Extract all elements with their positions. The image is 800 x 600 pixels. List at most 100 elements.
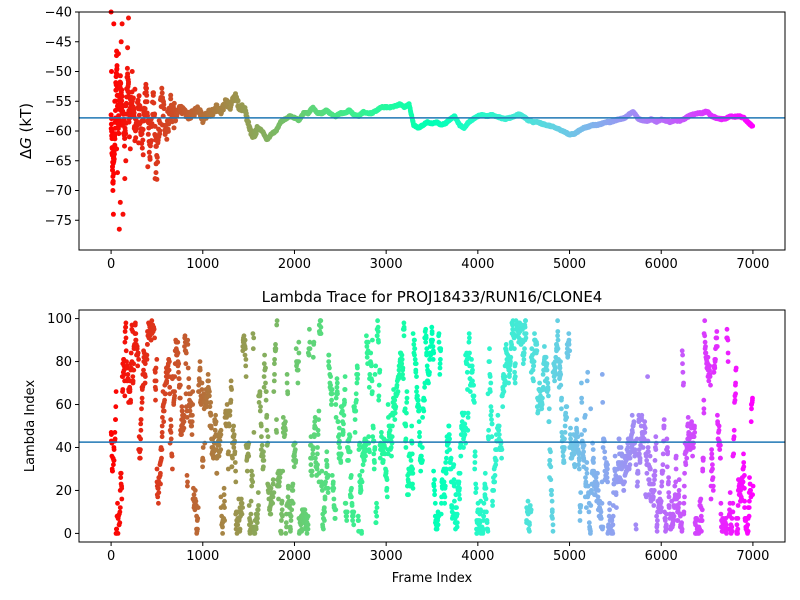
lambda-trace-point bbox=[745, 528, 751, 534]
lambda-trace-point bbox=[118, 475, 124, 480]
lambda-trace-point bbox=[725, 337, 731, 343]
lambda-trace-point bbox=[343, 500, 349, 506]
lambda-trace-point bbox=[374, 500, 379, 506]
lambda-trace-point bbox=[750, 492, 755, 498]
lambda-trace-point bbox=[412, 346, 418, 352]
lambda-trace-point bbox=[154, 466, 160, 472]
free-energy-point bbox=[123, 158, 129, 164]
free-energy-point bbox=[145, 113, 150, 119]
free-energy-point bbox=[115, 170, 120, 176]
lambda-trace-point bbox=[158, 481, 163, 487]
lambda-trace-point bbox=[472, 466, 478, 472]
lambda-trace-point bbox=[225, 466, 231, 472]
lambda-trace-point bbox=[379, 430, 384, 435]
lambda-trace-point bbox=[293, 346, 299, 352]
lambda-trace-point bbox=[222, 498, 227, 504]
lambda-trace-point bbox=[712, 365, 718, 371]
lambda-trace-point bbox=[727, 490, 733, 495]
lambda-trace-point bbox=[138, 447, 143, 452]
lambda-trace-point bbox=[313, 455, 318, 461]
free-energy-x-ticks: 0 1000 2000 3000 4000 5000 6000 7000 bbox=[107, 250, 769, 272]
lambda-trace-point bbox=[255, 507, 261, 513]
lambda-trace-point bbox=[699, 518, 705, 523]
lambda-trace-point bbox=[659, 505, 664, 510]
lambda-trace-point bbox=[698, 513, 704, 519]
lambda-trace-point bbox=[571, 451, 577, 457]
lambda-trace-point bbox=[585, 369, 591, 375]
lambda-trace-point bbox=[709, 447, 714, 452]
lambda-trace-point bbox=[239, 511, 245, 517]
lambda-trace-point bbox=[113, 404, 119, 410]
lambda-trace-point bbox=[470, 367, 475, 373]
free-energy-y-tick-label: −40 bbox=[45, 6, 72, 21]
free-energy-point bbox=[119, 87, 125, 93]
lambda-trace-point bbox=[374, 505, 380, 510]
lambda-trace-point bbox=[335, 419, 341, 425]
lambda-trace-point bbox=[288, 518, 294, 523]
lambda-trace-point bbox=[154, 357, 160, 362]
lambda-trace-point bbox=[443, 460, 449, 465]
lambda-trace-point bbox=[328, 374, 333, 379]
lambda-trace-point bbox=[255, 511, 260, 517]
lambda-trace-point bbox=[243, 374, 249, 379]
lambda-trace-point bbox=[614, 505, 619, 510]
lambda-trace-point bbox=[337, 445, 343, 450]
free-energy-point bbox=[122, 176, 128, 182]
lambda-trace-point bbox=[354, 363, 360, 369]
lambda-trace-point bbox=[560, 453, 566, 459]
lambda-trace-point bbox=[288, 526, 293, 532]
free-energy-point bbox=[153, 170, 159, 176]
lambda-trace-point bbox=[404, 389, 410, 394]
lambda-trace-point bbox=[443, 470, 449, 476]
lambda-trace-point bbox=[555, 346, 561, 352]
lambda-trace-point bbox=[659, 479, 665, 485]
lambda-trace-point bbox=[577, 518, 583, 523]
lambda-trace-point bbox=[334, 384, 340, 390]
lambda-trace-point bbox=[443, 466, 449, 472]
lambda-trace-point bbox=[372, 445, 378, 450]
lambda-trace-point bbox=[559, 430, 565, 435]
lambda-trace-point bbox=[153, 378, 159, 384]
lambda-trace-point bbox=[741, 460, 747, 465]
lambda-trace-point bbox=[190, 402, 196, 407]
lambda-trace-point bbox=[408, 458, 414, 463]
lambda-trace-point bbox=[358, 488, 364, 493]
lambda-trace-point bbox=[346, 458, 351, 463]
lambda-trace-point bbox=[676, 505, 681, 510]
lambda-trace-point bbox=[481, 513, 486, 519]
lambda-trace-point bbox=[527, 503, 533, 508]
lambda-trace-point bbox=[352, 430, 358, 435]
free-energy-point bbox=[136, 93, 142, 99]
lambda-trace-point bbox=[121, 372, 127, 377]
lambda-trace-point bbox=[485, 434, 491, 440]
lambda-trace-point bbox=[604, 470, 610, 476]
lambda-trace-point bbox=[750, 483, 756, 489]
lambda-trace-point bbox=[144, 357, 150, 362]
free-energy-point bbox=[146, 149, 152, 155]
lambda-trace-point bbox=[454, 511, 460, 517]
free-energy-point bbox=[141, 118, 147, 124]
lambda-trace-point bbox=[373, 520, 379, 526]
lambda-trace-point bbox=[562, 423, 568, 429]
lambda-trace-point bbox=[375, 318, 380, 324]
lambda-trace-point bbox=[329, 391, 335, 397]
lambda-trace-point bbox=[579, 395, 584, 401]
lambda-trace-point bbox=[290, 481, 296, 487]
lambda-trace-point bbox=[466, 339, 472, 345]
lambda-trace-point bbox=[399, 361, 405, 367]
lambda-trace-point bbox=[273, 346, 279, 352]
lambda-trace-point bbox=[547, 458, 553, 463]
lambda-trace-point bbox=[495, 412, 501, 418]
lambda-trace-point bbox=[685, 421, 691, 427]
lambda-trace-point bbox=[344, 518, 350, 523]
lambda-trace-point bbox=[362, 458, 367, 463]
lambda-trace-point bbox=[703, 350, 709, 356]
lambda-trace-point bbox=[424, 352, 429, 358]
lambda-trace-point bbox=[159, 434, 165, 440]
lambda-trace-point bbox=[130, 378, 136, 384]
lambda-trace-point bbox=[735, 516, 741, 521]
lambda-trace-point bbox=[714, 335, 720, 341]
lambda-trace-y-tick-label: 20 bbox=[55, 484, 72, 499]
lambda-trace-point bbox=[138, 421, 144, 427]
lambda-trace-point bbox=[490, 503, 495, 508]
